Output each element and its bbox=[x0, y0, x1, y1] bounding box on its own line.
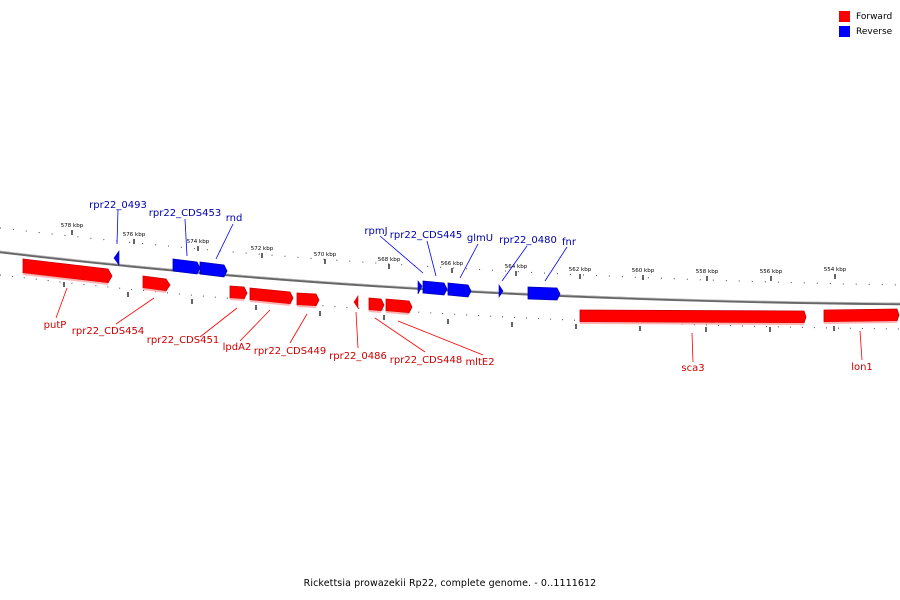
label-rpr22-CDS448: rpr22_CDS448 bbox=[390, 355, 462, 366]
feature-sca3[interactable] bbox=[579, 309, 807, 325]
label-lon1: lon1 bbox=[851, 362, 873, 373]
legend: Forward Reverse bbox=[839, 9, 892, 39]
feature-fnr[interactable] bbox=[527, 286, 561, 301]
label-rnd: rnd bbox=[226, 213, 243, 224]
feature-rpr22-0486[interactable] bbox=[353, 295, 359, 309]
scale-label: 574 kbp bbox=[187, 239, 210, 245]
label-rpr22-CDS445: rpr22_CDS445 bbox=[390, 230, 462, 241]
legend-label-forward: Forward bbox=[856, 11, 893, 22]
feature-rpr22-CDS448[interactable] bbox=[368, 297, 385, 313]
scale-label: 568 kbp bbox=[378, 257, 401, 263]
feature-rpr22-0480[interactable] bbox=[498, 284, 504, 298]
label-sca3: sca3 bbox=[681, 363, 704, 374]
feature-mltE2[interactable] bbox=[385, 298, 413, 315]
scale-label: 562 kbp bbox=[569, 267, 592, 273]
feature-rpr22-CDS449[interactable] bbox=[296, 292, 320, 308]
label-rpr22-CDS453: rpr22_CDS453 bbox=[149, 208, 221, 219]
label-rpr22-0486: rpr22_0486 bbox=[329, 351, 387, 362]
label-fnr: fnr bbox=[562, 237, 577, 248]
label-rpr22-0493: rpr22_0493 bbox=[89, 200, 147, 211]
feature-rpr22-CDS454[interactable] bbox=[142, 275, 171, 293]
genome-backbone bbox=[0, 250, 900, 306]
label-rpr22-CDS451: rpr22_CDS451 bbox=[147, 335, 219, 346]
feature-rnd[interactable] bbox=[199, 261, 228, 278]
scale-label: 578 kbp bbox=[61, 223, 84, 229]
scale-label: 570 kbp bbox=[314, 252, 337, 258]
scale-ticks bbox=[63, 230, 836, 332]
scale-label: 554 kbp bbox=[824, 267, 847, 273]
legend-item-reverse: Reverse bbox=[839, 24, 892, 39]
legend-swatch-reverse bbox=[839, 26, 850, 37]
label-rpr22-0480: rpr22_0480 bbox=[499, 235, 557, 246]
feature-rpr22-0493[interactable] bbox=[113, 250, 120, 266]
feature-lon1[interactable] bbox=[823, 308, 900, 324]
scale-label: 566 kbp bbox=[441, 261, 464, 267]
feature-labels: rpr22_0493 rpr22_CDS453 rnd rpmJ rpr22_C… bbox=[44, 200, 873, 374]
leader-lines bbox=[55, 209, 863, 363]
feature-rpr22-CDS451[interactable] bbox=[229, 285, 248, 301]
features-layer bbox=[22, 250, 900, 325]
label-glmU: glmU bbox=[467, 233, 493, 244]
feature-rpmJ[interactable] bbox=[417, 280, 423, 295]
scale-label: 564 kbp bbox=[505, 264, 528, 270]
scale-label: 560 kbp bbox=[632, 268, 655, 274]
legend-swatch-forward bbox=[839, 11, 850, 22]
label-mltE2: mltE2 bbox=[465, 357, 494, 368]
label-rpr22-CDS449: rpr22_CDS449 bbox=[254, 346, 326, 357]
feature-rpr22-CDS445[interactable] bbox=[422, 280, 448, 296]
legend-item-forward: Forward bbox=[839, 9, 892, 24]
feature-lpdA2[interactable] bbox=[249, 287, 294, 306]
scale-labels: 578 kbp 576 kbp 574 kbp 572 kbp 570 kbp 568 k… bbox=[61, 223, 847, 275]
label-putP: putP bbox=[44, 320, 67, 331]
scale-label: 572 kbp bbox=[251, 246, 274, 252]
label-lpdA2: lpdA2 bbox=[223, 342, 252, 353]
scale-label: 558 kbp bbox=[696, 269, 719, 275]
map-caption: Rickettsia prowazekii Rp22, complete gen… bbox=[303, 578, 597, 589]
label-rpr22-CDS454: rpr22_CDS454 bbox=[72, 326, 144, 337]
legend-label-reverse: Reverse bbox=[856, 26, 893, 37]
feature-rpr22-CDS453[interactable] bbox=[172, 258, 201, 275]
feature-glmU[interactable] bbox=[447, 282, 472, 298]
scale-label: 576 kbp bbox=[123, 232, 146, 238]
feature-putP[interactable] bbox=[22, 258, 113, 285]
scale-label: 556 kbp bbox=[760, 269, 783, 275]
label-rpmJ: rpmJ bbox=[364, 226, 387, 237]
